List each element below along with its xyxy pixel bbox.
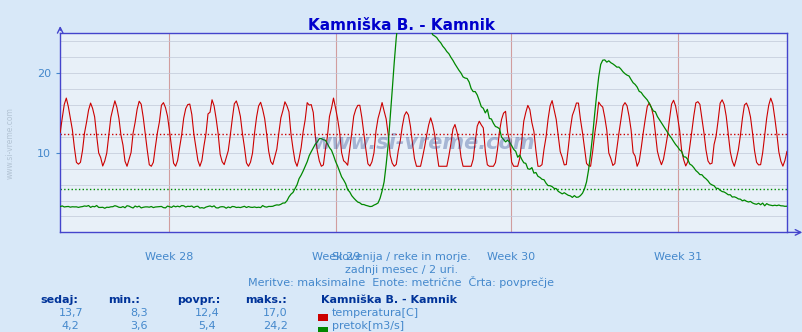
Text: 8,3: 8,3: [130, 308, 148, 318]
Text: Meritve: maksimalne  Enote: metrične  Črta: povprečje: Meritve: maksimalne Enote: metrične Črta…: [248, 276, 554, 288]
Text: temperatura[C]: temperatura[C]: [331, 308, 418, 318]
Text: Week 29: Week 29: [312, 252, 360, 262]
Text: 12,4: 12,4: [195, 308, 219, 318]
Text: 4,2: 4,2: [62, 321, 79, 331]
Text: Week 28: Week 28: [145, 252, 193, 262]
Text: 5,4: 5,4: [198, 321, 216, 331]
Text: Week 30: Week 30: [486, 252, 534, 262]
Text: www.si-vreme.com: www.si-vreme.com: [312, 133, 534, 153]
Text: 17,0: 17,0: [263, 308, 287, 318]
Text: maks.:: maks.:: [245, 295, 286, 305]
Text: Week 31: Week 31: [653, 252, 701, 262]
Text: min.:: min.:: [108, 295, 140, 305]
Text: pretok[m3/s]: pretok[m3/s]: [331, 321, 403, 331]
Text: Slovenija / reke in morje.: Slovenija / reke in morje.: [332, 252, 470, 262]
Text: povpr.:: povpr.:: [176, 295, 220, 305]
Text: Kamniška B. - Kamnik: Kamniška B. - Kamnik: [321, 295, 456, 305]
Text: sedaj:: sedaj:: [40, 295, 78, 305]
Text: 24,2: 24,2: [263, 321, 287, 331]
Text: 13,7: 13,7: [59, 308, 83, 318]
Text: 3,6: 3,6: [130, 321, 148, 331]
Text: Kamniška B. - Kamnik: Kamniška B. - Kamnik: [308, 18, 494, 33]
Text: zadnji mesec / 2 uri.: zadnji mesec / 2 uri.: [345, 265, 457, 275]
Text: www.si-vreme.com: www.si-vreme.com: [6, 107, 15, 179]
